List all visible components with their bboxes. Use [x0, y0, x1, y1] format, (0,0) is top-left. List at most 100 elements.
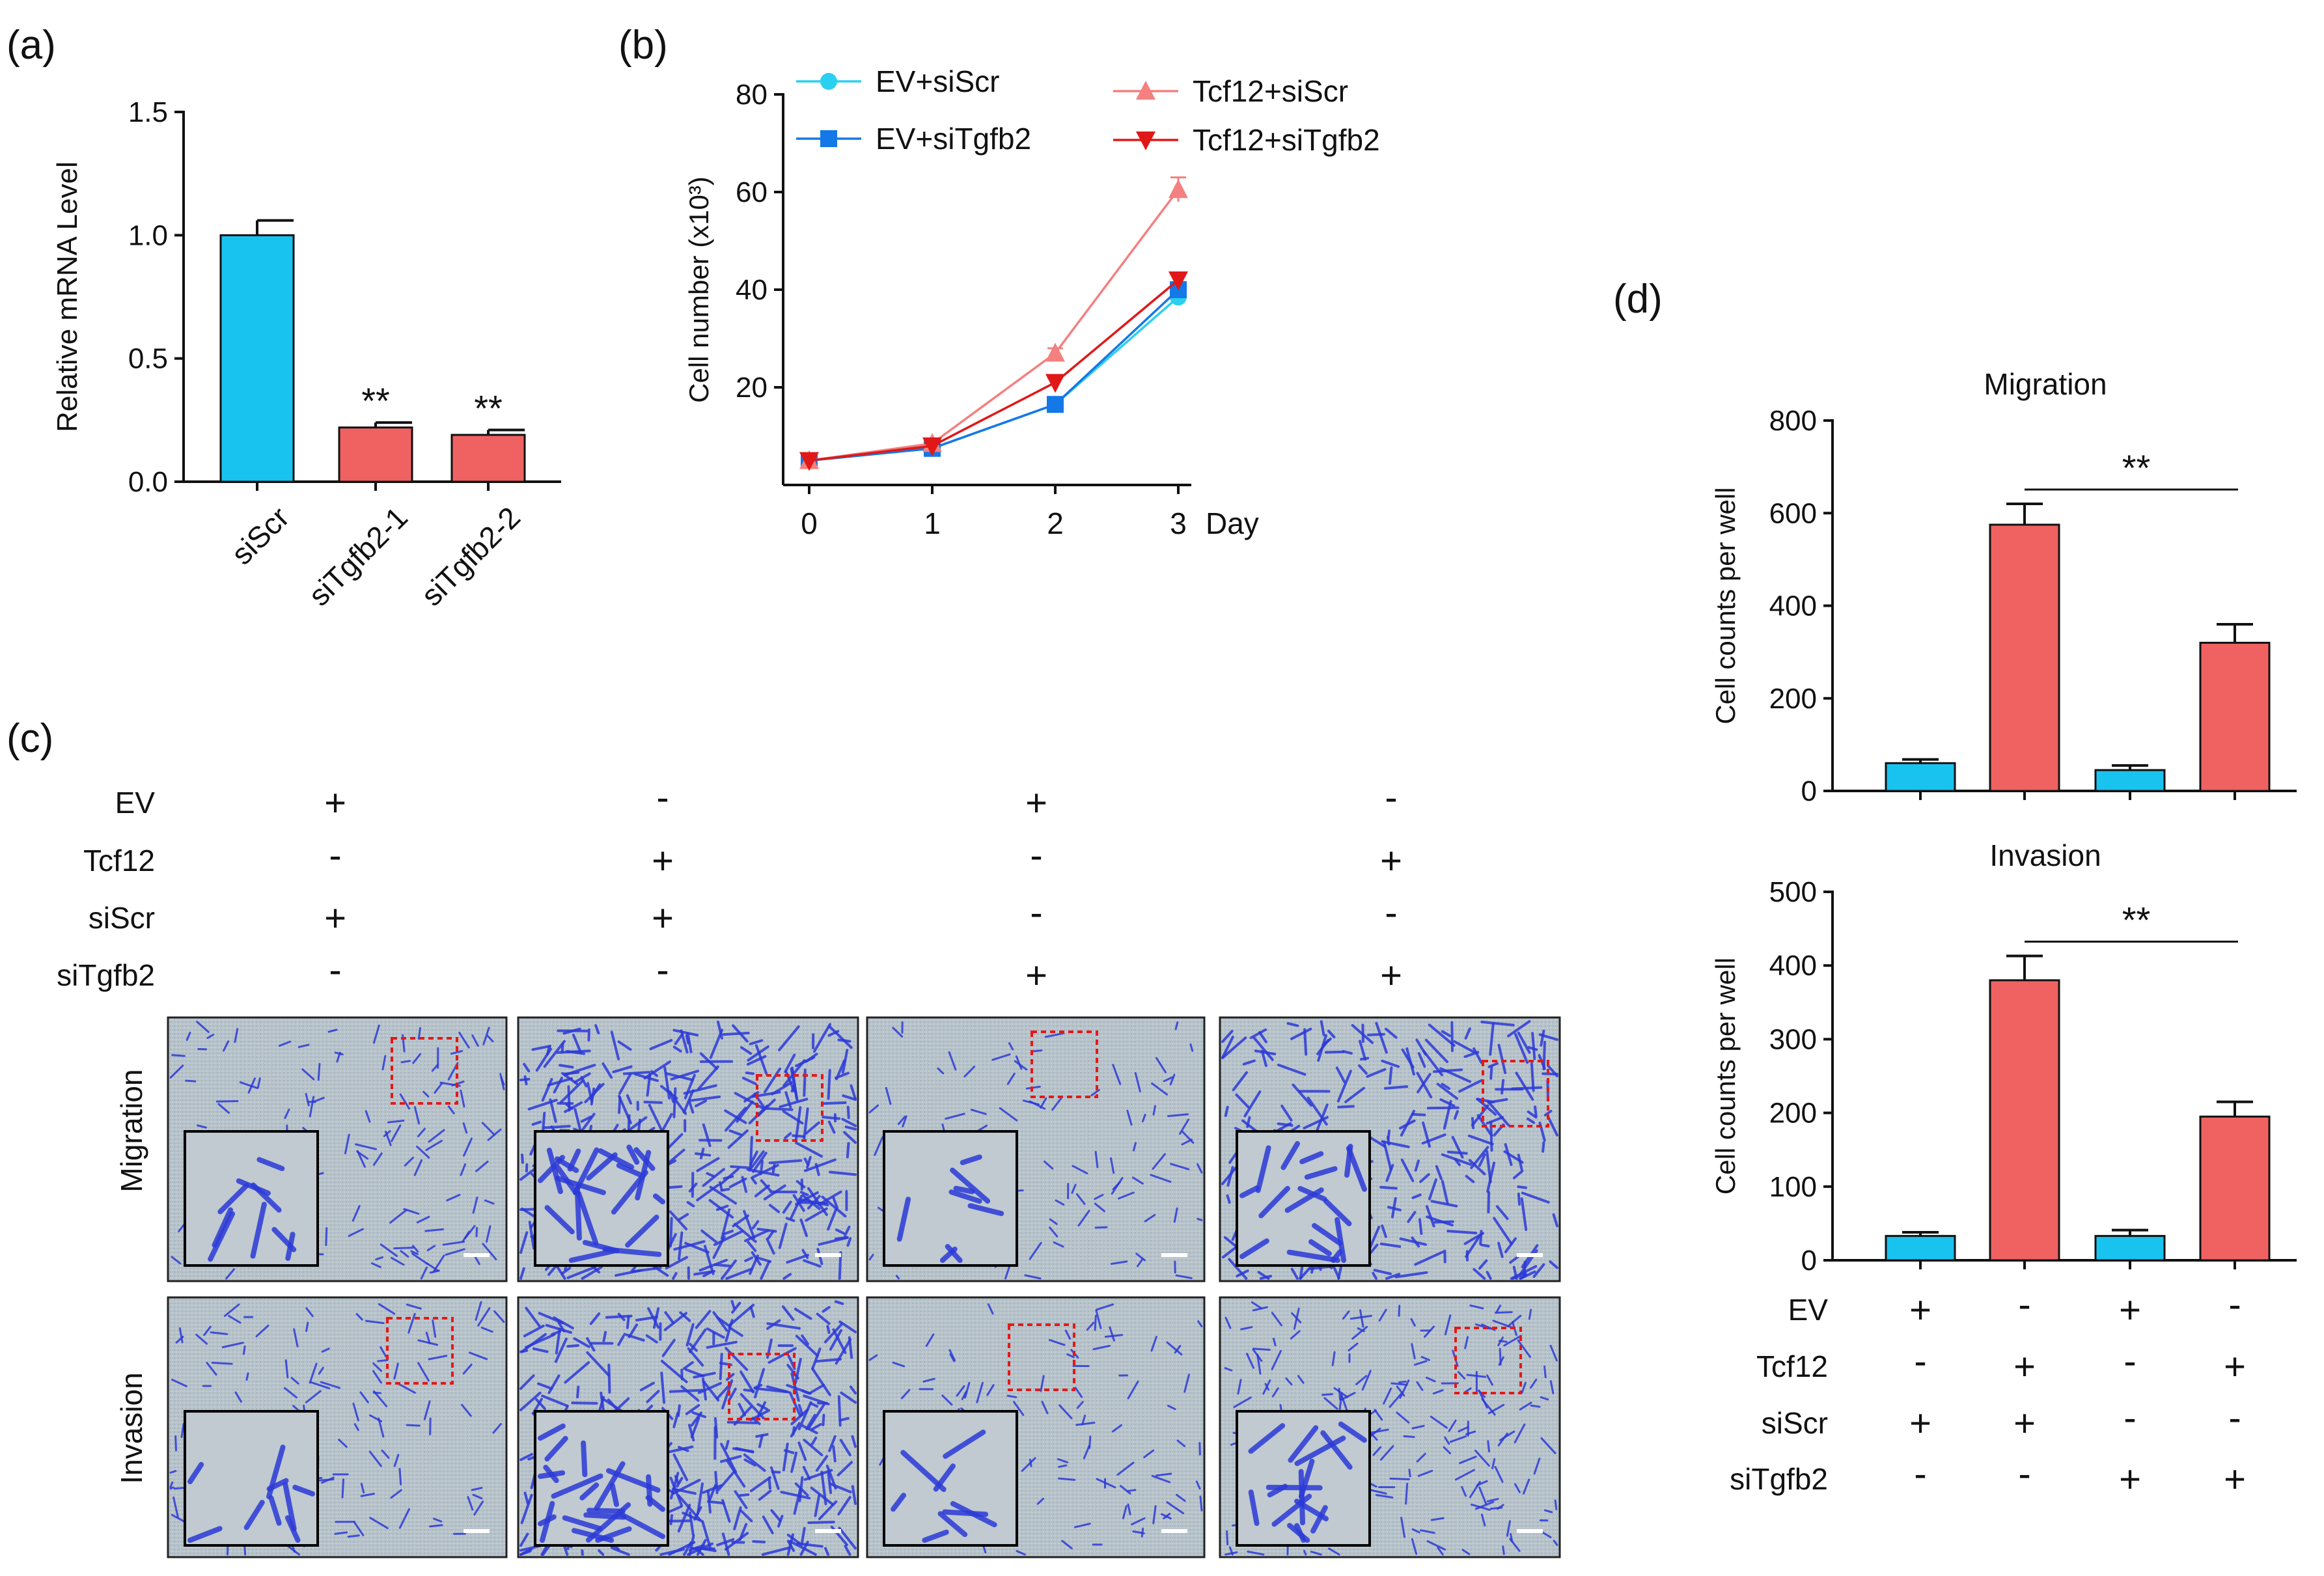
stained-cell [790, 1451, 798, 1473]
significance-label-d: ** [2122, 447, 2151, 488]
stained-cell [485, 1225, 491, 1243]
stained-cell [1132, 1142, 1137, 1152]
inset-cell [187, 1461, 204, 1484]
stained-cell [679, 1311, 691, 1322]
inset-cell [594, 1461, 626, 1511]
stained-cell [1361, 1370, 1372, 1391]
legend-marker [1136, 81, 1155, 100]
stained-cell [283, 1387, 297, 1399]
stained-cell [701, 1521, 712, 1549]
stained-cell [1094, 1314, 1097, 1331]
condition-sign-d: - [2018, 1284, 2030, 1326]
stained-cell [559, 1064, 574, 1069]
stained-cell [1428, 1178, 1437, 1200]
stained-cell [1497, 1336, 1504, 1347]
y-tick-label-d: 200 [1769, 1098, 1817, 1129]
chart-b-cell-number: 20 40 60 80 0 1 2 3 Day Cell number (x10³) EV+siSc… [684, 64, 1380, 540]
stained-cell [1411, 1193, 1422, 1199]
stained-cell [1131, 1517, 1146, 1526]
stained-cell [1530, 1404, 1541, 1408]
stained-cell [702, 1123, 712, 1148]
stained-cell [841, 1049, 849, 1074]
condition-row-label: EV [115, 786, 156, 820]
micrograph-row-label: Invasion [115, 1372, 148, 1484]
inset-cell [1239, 1185, 1260, 1198]
stained-cell [417, 1339, 439, 1346]
stained-cell [677, 1504, 691, 1533]
stained-cell [1224, 1367, 1233, 1372]
stained-cell [423, 1400, 431, 1420]
stained-cell [1152, 1505, 1157, 1525]
stained-cell [203, 1325, 212, 1336]
stained-cell [768, 1477, 771, 1490]
stained-cell [297, 1044, 310, 1048]
stained-cell [734, 1223, 757, 1243]
stained-cell [1454, 1469, 1476, 1481]
stained-cell [1155, 1057, 1167, 1073]
stained-cell [695, 1099, 708, 1107]
stained-cell [1252, 1306, 1268, 1312]
stained-cell [795, 1141, 823, 1158]
stained-cell [245, 1372, 249, 1381]
stained-cell [1519, 1402, 1532, 1411]
inset-cell [1323, 1198, 1352, 1226]
stained-cell [1058, 1404, 1073, 1420]
stained-cell [1416, 1071, 1433, 1099]
stained-cell [622, 1071, 651, 1075]
condition-row-label: siTgfb2 [57, 958, 155, 992]
stained-cell [1366, 1032, 1385, 1036]
stained-cell [1181, 1139, 1193, 1146]
stained-cell [767, 1230, 775, 1240]
stained-cell [1243, 1090, 1262, 1118]
stained-cell [1451, 1135, 1464, 1159]
stained-cell [321, 1348, 330, 1353]
condition-sign: + [1380, 954, 1402, 997]
stained-cell [666, 1185, 683, 1189]
stained-cell [815, 1455, 829, 1472]
stained-cell [752, 1152, 768, 1173]
stained-cell [1368, 1225, 1381, 1250]
inset-cell [268, 1495, 282, 1526]
stained-cell [1286, 1022, 1299, 1027]
stained-cell [1247, 1551, 1265, 1556]
inset-cell [1248, 1489, 1260, 1527]
stained-cell [1487, 1062, 1499, 1068]
bar-Tcf12+siTgfb2 [2199, 641, 2271, 792]
stained-cell [475, 1160, 489, 1172]
stained-cell [425, 1140, 443, 1152]
inset-cell [551, 1473, 603, 1499]
stained-cell [726, 1420, 758, 1424]
y-tick-label-a: 0.5 [128, 343, 168, 375]
stained-cell [1044, 1032, 1065, 1038]
stained-cell [797, 1401, 812, 1431]
stained-cell [523, 1491, 529, 1505]
stained-cell [531, 1044, 552, 1051]
condition-sign-d: + [2224, 1346, 2246, 1388]
stained-cell [1233, 1396, 1252, 1408]
stained-cell [1398, 1305, 1401, 1317]
stained-cell [788, 1540, 817, 1556]
stained-cell [1163, 1512, 1171, 1519]
stained-cell [672, 1478, 701, 1495]
stained-cell [572, 1033, 582, 1054]
stained-cell [902, 1115, 907, 1127]
stained-cell [717, 1471, 736, 1491]
inset-cell [960, 1154, 982, 1165]
stained-cell [801, 1334, 810, 1346]
stained-cell [1226, 1530, 1229, 1545]
inset-cell [575, 1191, 599, 1246]
point-Tcf12+siTgfb2-day-0 [799, 452, 819, 471]
stained-cell [1439, 1098, 1456, 1107]
stained-cell [803, 1469, 833, 1481]
stained-cell [743, 1458, 756, 1467]
stained-cell [356, 1150, 366, 1168]
stained-cell [428, 1355, 448, 1361]
stained-cell [1036, 1497, 1045, 1505]
stained-cell [801, 1389, 810, 1395]
roi-box [756, 1074, 823, 1142]
micrograph-migration-4 [1219, 1016, 1561, 1282]
legend-entry: Tcf12+siScr [1193, 74, 1348, 108]
roi-box [386, 1317, 454, 1385]
stained-cell [828, 1435, 837, 1452]
stained-cell [1303, 1549, 1307, 1556]
